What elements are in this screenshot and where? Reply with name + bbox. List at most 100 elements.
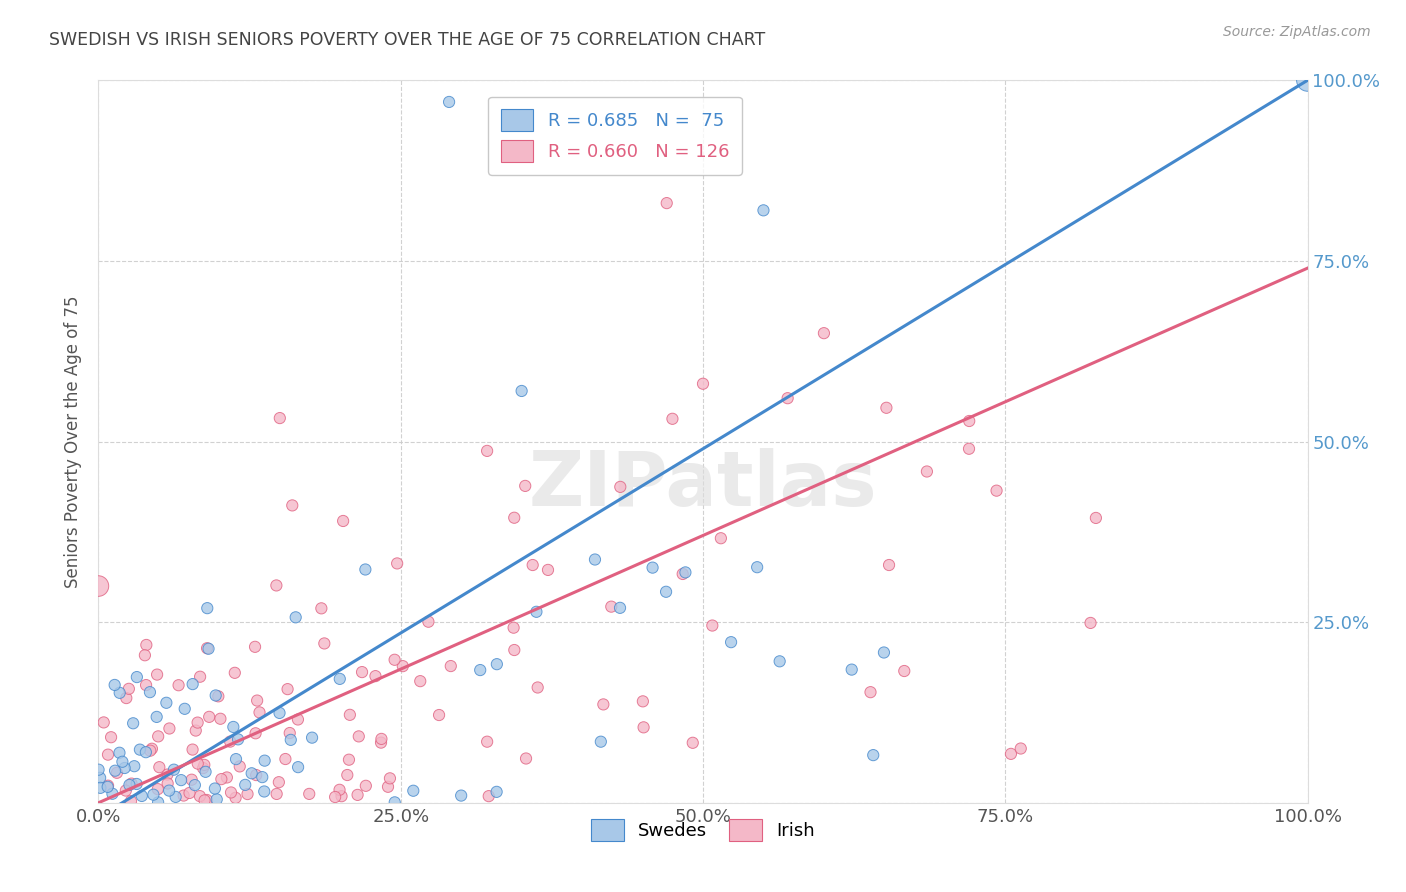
Point bbox=[141, 741, 163, 756]
Point bbox=[129, 742, 152, 756]
Point bbox=[485, 785, 508, 799]
Point bbox=[280, 732, 302, 747]
Point bbox=[184, 778, 207, 792]
Point bbox=[187, 756, 209, 771]
Point bbox=[173, 789, 195, 803]
Point bbox=[89, 780, 111, 795]
Point bbox=[219, 785, 242, 799]
Point bbox=[135, 678, 157, 692]
Point bbox=[269, 411, 291, 425]
Point bbox=[402, 783, 425, 797]
Point bbox=[391, 659, 413, 673]
Point bbox=[157, 722, 180, 736]
Point bbox=[120, 794, 142, 808]
Point bbox=[301, 731, 323, 745]
Point bbox=[370, 736, 392, 750]
Point bbox=[957, 442, 980, 456]
Point bbox=[710, 531, 733, 545]
Point bbox=[450, 789, 472, 803]
Point bbox=[437, 95, 460, 109]
Point bbox=[720, 635, 742, 649]
Point bbox=[475, 443, 498, 458]
Point bbox=[287, 713, 309, 727]
Point bbox=[354, 562, 377, 576]
Point bbox=[195, 641, 218, 656]
Point bbox=[173, 702, 195, 716]
Point bbox=[915, 465, 938, 479]
Point bbox=[101, 787, 124, 801]
Point bbox=[475, 734, 498, 748]
Point bbox=[609, 480, 631, 494]
Legend: Swedes, Irish: Swedes, Irish bbox=[583, 812, 823, 848]
Point bbox=[134, 648, 156, 663]
Point bbox=[252, 770, 274, 784]
Point bbox=[1000, 747, 1022, 761]
Point bbox=[314, 636, 336, 650]
Point bbox=[328, 782, 350, 797]
Point bbox=[515, 479, 537, 493]
Point bbox=[188, 789, 211, 804]
Point bbox=[198, 710, 221, 724]
Point bbox=[222, 720, 245, 734]
Point bbox=[125, 777, 148, 791]
Point bbox=[877, 558, 900, 572]
Point bbox=[526, 605, 548, 619]
Point bbox=[165, 789, 187, 804]
Point bbox=[194, 793, 217, 807]
Point bbox=[354, 779, 377, 793]
Y-axis label: Seniors Poverty Over the Age of 75: Seniors Poverty Over the Age of 75 bbox=[65, 295, 83, 588]
Point bbox=[135, 745, 157, 759]
Point bbox=[377, 780, 399, 794]
Point bbox=[156, 776, 179, 790]
Point bbox=[114, 783, 136, 797]
Point bbox=[267, 775, 290, 789]
Point bbox=[225, 790, 247, 805]
Point bbox=[246, 693, 269, 707]
Point bbox=[339, 707, 361, 722]
Point bbox=[776, 391, 799, 405]
Point bbox=[986, 483, 1008, 498]
Point bbox=[163, 763, 186, 777]
Point bbox=[205, 792, 228, 806]
Point bbox=[125, 670, 148, 684]
Point bbox=[204, 689, 226, 703]
Point bbox=[633, 720, 655, 734]
Point bbox=[859, 685, 882, 699]
Point bbox=[184, 723, 207, 738]
Point bbox=[209, 772, 232, 786]
Point bbox=[170, 773, 193, 788]
Point bbox=[537, 563, 560, 577]
Point bbox=[298, 787, 321, 801]
Point bbox=[631, 694, 654, 708]
Point bbox=[104, 764, 127, 778]
Text: Source: ZipAtlas.com: Source: ZipAtlas.com bbox=[1223, 25, 1371, 39]
Point bbox=[875, 401, 897, 415]
Point bbox=[87, 579, 110, 593]
Point bbox=[323, 789, 346, 804]
Point bbox=[155, 696, 177, 710]
Point bbox=[510, 384, 533, 398]
Point bbox=[409, 674, 432, 689]
Point bbox=[1010, 741, 1032, 756]
Point bbox=[485, 657, 508, 672]
Point bbox=[197, 641, 219, 656]
Point bbox=[661, 412, 683, 426]
Point bbox=[122, 716, 145, 731]
Point bbox=[193, 757, 215, 772]
Point bbox=[893, 664, 915, 678]
Point bbox=[287, 760, 309, 774]
Point bbox=[384, 795, 406, 809]
Point bbox=[655, 196, 678, 211]
Point bbox=[515, 751, 537, 765]
Point bbox=[957, 414, 980, 428]
Point bbox=[167, 678, 190, 692]
Point bbox=[215, 771, 238, 785]
Point bbox=[135, 638, 157, 652]
Point bbox=[672, 566, 695, 581]
Point bbox=[195, 601, 218, 615]
Point bbox=[148, 760, 170, 774]
Point bbox=[503, 510, 526, 524]
Point bbox=[385, 557, 408, 571]
Point bbox=[240, 766, 263, 780]
Point bbox=[364, 669, 387, 683]
